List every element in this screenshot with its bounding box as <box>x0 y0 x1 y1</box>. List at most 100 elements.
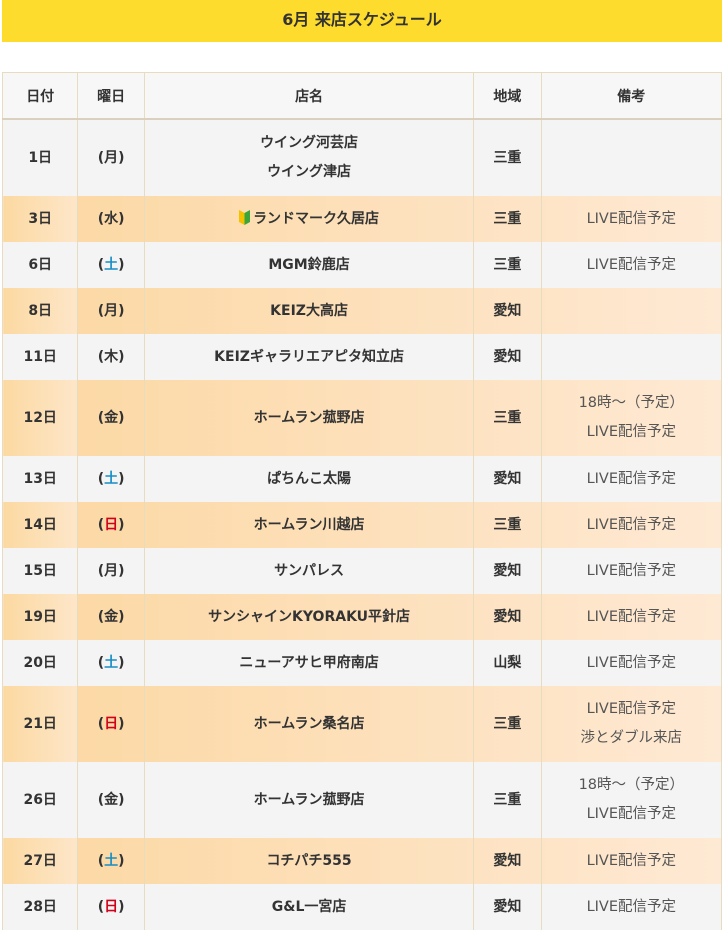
note: LIVE配信予定 <box>586 562 677 579</box>
region: 三重 <box>473 686 542 762</box>
schedule-row: 15日 (月) サンパレス 愛知 LIVE配信予定 <box>1 548 723 594</box>
weekday: (月) <box>77 548 145 594</box>
schedule-row: 21日 (日) ホームラン桑名店 三重 LIVE配信予定 渉とダブル来店 <box>1 686 723 762</box>
notes-cell <box>540 119 723 196</box>
store-name: ぱちんこ太陽 <box>145 465 473 494</box>
store-name: サンシャインKYORAKU平針店 <box>145 603 473 632</box>
schedule-table: 日付 曜日 店名 地域 備考 1日 (月) ウイング河芸店 ウイング津店 三重 3日 (水) ランドマ… <box>1 72 723 930</box>
weekday: (土) <box>77 242 145 288</box>
column-header: 日付 <box>1 72 79 120</box>
note: LIVE配信予定 <box>586 701 677 717</box>
notes-cell: 18時～（予定） LIVE配信予定 <box>540 380 723 456</box>
region: 三重 <box>473 242 542 288</box>
store-text: MGM鈴鹿店 <box>268 256 350 273</box>
notes-cell: LIVE配信予定 <box>540 548 723 594</box>
weekday: (土) <box>77 838 145 884</box>
note: LIVE配信予定 <box>586 806 677 822</box>
notes-cell <box>540 288 723 334</box>
region: 愛知 <box>473 334 542 380</box>
notes-cell: LIVE配信予定 <box>540 884 723 930</box>
weekday: (金) <box>77 594 145 640</box>
date: 27日 <box>1 838 79 884</box>
region: 三重 <box>473 380 542 456</box>
region: 愛知 <box>473 838 542 884</box>
schedule-row: 28日 (日) G&L一宮店 愛知 LIVE配信予定 <box>1 884 723 930</box>
notes-cell: LIVE配信予定 渉とダブル来店 <box>540 686 723 762</box>
date: 28日 <box>1 884 79 930</box>
date: 21日 <box>1 686 79 762</box>
note: 18時～（予定） <box>578 395 685 411</box>
store-text: KEIZ大高店 <box>270 302 348 319</box>
note: LIVE配信予定 <box>586 608 677 625</box>
store-text: サンシャインKYORAKU平針店 <box>208 608 411 625</box>
column-header: 備考 <box>540 72 723 120</box>
date: 11日 <box>1 334 79 380</box>
header-row: 日付 曜日 店名 地域 備考 <box>1 72 723 120</box>
note: LIVE配信予定 <box>586 256 677 273</box>
region: 愛知 <box>473 456 542 502</box>
column-header: 曜日 <box>77 72 145 120</box>
region: 愛知 <box>473 288 542 334</box>
store-text: ホームラン菰野店 <box>253 409 365 426</box>
store-cell: ホームラン桑名店 <box>143 686 475 762</box>
column-header: 店名 <box>143 72 475 120</box>
store-text: ホームラン川越店 <box>253 516 365 533</box>
schedule-row: 13日 (土) ぱちんこ太陽 愛知 LIVE配信予定 <box>1 456 723 502</box>
store-cell: ホームラン菰野店 <box>143 762 475 838</box>
note: 18時～（予定） <box>578 777 685 793</box>
store-cell: サンシャインKYORAKU平針店 <box>143 594 475 640</box>
store-cell: ホームラン菰野店 <box>143 380 475 456</box>
note: LIVE配信予定 <box>586 898 677 915</box>
store-text: サンパレス <box>274 562 345 579</box>
date: 19日 <box>1 594 79 640</box>
store-cell: KEIZギャラリエアピタ知立店 <box>143 334 475 380</box>
store-text: ぱちんこ太陽 <box>267 470 352 487</box>
store-cell: コチパチ555 <box>143 838 475 884</box>
weekday: (日) <box>77 502 145 548</box>
weekday: (土) <box>77 640 145 686</box>
store-text: KEIZギャラリエアピタ知立店 <box>214 348 404 365</box>
column-header: 地域 <box>473 72 542 120</box>
title-bar: 6月 来店スケジュール <box>2 0 722 42</box>
date: 12日 <box>1 380 79 456</box>
region: 三重 <box>473 762 542 838</box>
store-name: ホームラン菰野店 <box>145 786 473 815</box>
note: LIVE配信予定 <box>586 470 677 487</box>
store-text: コチパチ555 <box>266 852 352 869</box>
date: 3日 <box>1 196 79 242</box>
weekday: (金) <box>77 380 145 456</box>
store-name: MGM鈴鹿店 <box>145 251 473 280</box>
note: LIVE配信予定 <box>586 424 677 440</box>
store-text: ランドマーク久居店 <box>253 210 380 227</box>
store-name: ニューアサヒ甲府南店 <box>145 649 473 678</box>
notes-cell: 18時～（予定） LIVE配信予定 <box>540 762 723 838</box>
notes-cell: LIVE配信予定 <box>540 196 723 242</box>
store-cell: ニューアサヒ甲府南店 <box>143 640 475 686</box>
store-cell: KEIZ大高店 <box>143 288 475 334</box>
region: 山梨 <box>473 640 542 686</box>
weekday: (木) <box>77 334 145 380</box>
weekday: (日) <box>77 884 145 930</box>
note: 渉とダブル来店 <box>580 730 683 746</box>
schedule-row: 1日 (月) ウイング河芸店 ウイング津店 三重 <box>1 119 723 196</box>
notes-cell: LIVE配信予定 <box>540 502 723 548</box>
date: 20日 <box>1 640 79 686</box>
region: 三重 <box>473 119 542 196</box>
note: LIVE配信予定 <box>586 516 677 533</box>
date: 8日 <box>1 288 79 334</box>
store-name: ホームラン菰野店 <box>145 404 473 433</box>
date: 1日 <box>1 119 79 196</box>
weekday: (土) <box>77 456 145 502</box>
store-text: G&L一宮店 <box>271 898 347 915</box>
store-text: ニューアサヒ甲府南店 <box>239 654 379 671</box>
store-name: ランドマーク久居店 <box>145 205 473 234</box>
notes-cell: LIVE配信予定 <box>540 242 723 288</box>
note: LIVE配信予定 <box>586 210 677 227</box>
date: 14日 <box>1 502 79 548</box>
store-cell: ぱちんこ太陽 <box>143 456 475 502</box>
store-name: ウイング津店 <box>145 158 473 187</box>
store-text: ウイング津店 <box>267 164 352 180</box>
date: 15日 <box>1 548 79 594</box>
store-text: ホームラン菰野店 <box>253 791 365 808</box>
